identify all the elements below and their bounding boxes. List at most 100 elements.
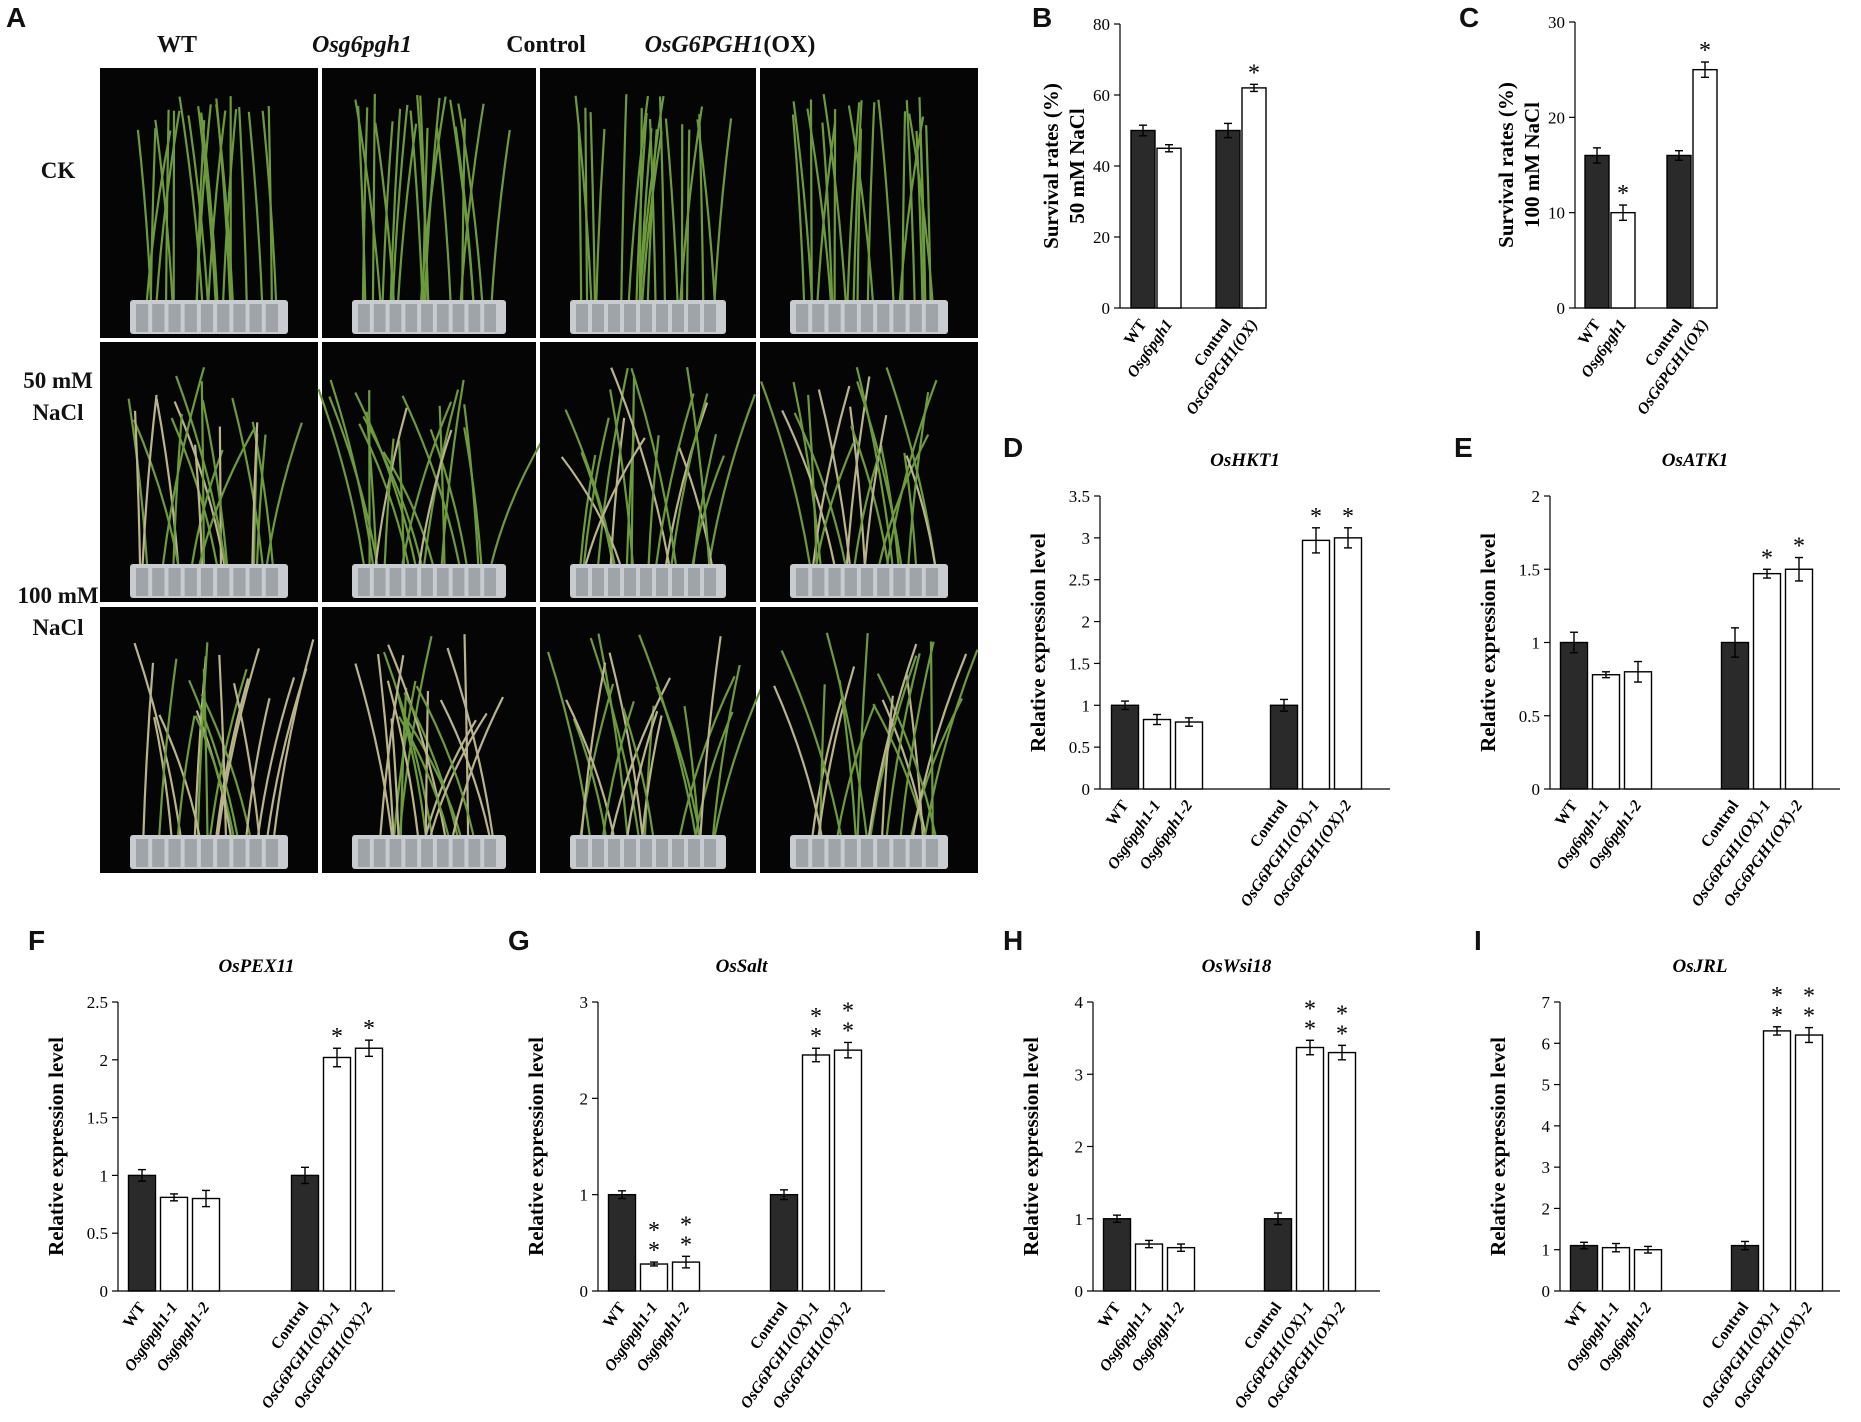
seedling-leaf: [685, 129, 691, 301]
seedling-leaf: [877, 99, 895, 301]
seedling-leaf: [925, 125, 932, 301]
y-tick-label: 0: [1082, 780, 1091, 799]
tray-cell: [640, 568, 652, 596]
column-header-osg6pgh1: Osg6pgh1: [252, 32, 472, 59]
significance-mark: *: [842, 1018, 854, 1044]
chart-title: OsPEX11: [218, 956, 294, 977]
significance-mark: *: [1761, 545, 1773, 571]
row-header-line1: 50 mM: [23, 368, 93, 393]
seedling-leaf: [597, 367, 629, 565]
tray-cell: [136, 568, 149, 596]
seedling-leaf: [658, 96, 666, 301]
bar: [191, 1197, 221, 1292]
seedling-photo: [540, 607, 771, 873]
seedling-leaf: [389, 108, 402, 301]
tray-cell: [468, 304, 481, 332]
y-tick-label: 1: [1542, 1241, 1551, 1260]
tray-cell: [624, 568, 636, 596]
tray-cell: [217, 568, 230, 596]
significance-mark: *: [331, 1024, 343, 1050]
seedling-photo: [317, 342, 545, 602]
tray-cell: [233, 568, 246, 596]
seedling-leaf: [255, 434, 267, 565]
seedling-leaf: [161, 366, 206, 565]
seedling-leaf: [365, 411, 378, 565]
seedling-leaf: [679, 675, 736, 836]
category-label: WT: [120, 1299, 149, 1331]
panel-label-e: E: [1454, 432, 1473, 463]
tray-cell: [704, 304, 716, 332]
category-label: WT: [1095, 1299, 1124, 1331]
seedling-leaf: [699, 636, 722, 836]
significance-mark: *: [1771, 1003, 1783, 1029]
tray-cell: [136, 839, 149, 867]
tray-cell: [828, 568, 841, 596]
significance-mark: *: [648, 1238, 660, 1264]
seedling-leaf: [217, 648, 260, 836]
seedling-leaf: [639, 128, 653, 301]
tray-cell: [168, 839, 181, 867]
y-tick-label: 0.5: [1519, 707, 1540, 726]
seedling-leaf: [403, 692, 459, 836]
bar: [1752, 572, 1782, 790]
seedling-leaf: [142, 662, 155, 836]
bar: [1794, 1034, 1824, 1292]
seedling-photo: [540, 68, 756, 338]
seedling-leaf: [158, 658, 178, 836]
tray-cell: [640, 304, 652, 332]
bar: [1623, 671, 1653, 790]
tray-cell: [688, 839, 700, 867]
tray-cell: [233, 304, 246, 332]
tray-cell: [468, 839, 481, 867]
tray-cell: [468, 568, 481, 596]
significance-mark: *: [363, 1016, 375, 1042]
seedling-leaf: [196, 642, 209, 836]
seedling-leaf: [317, 388, 365, 565]
seedling-leaf: [589, 112, 596, 301]
seedling-leaf: [815, 442, 855, 565]
seedling-leaf: [215, 678, 250, 836]
significance-mark: *: [810, 1024, 822, 1050]
tray-cell: [152, 304, 165, 332]
seedling-photo: [322, 68, 536, 338]
tray-cell: [844, 568, 857, 596]
seedling-leaf: [620, 94, 628, 301]
seedling-leaf: [457, 103, 484, 301]
tray-cell: [484, 839, 496, 867]
bar: [1295, 1046, 1325, 1292]
seedling-leaf: [626, 710, 659, 836]
panel-label-d: D: [1003, 432, 1024, 463]
significance-mark: *: [1336, 1001, 1348, 1027]
bar: [1110, 704, 1140, 790]
significance-mark: *: [842, 998, 854, 1024]
seedling-leaf: [354, 663, 394, 836]
row-header-line1: CK: [40, 158, 76, 183]
seedling-leaf: [452, 696, 504, 836]
seedling-leaf: [866, 102, 876, 301]
seedling-leaf: [175, 375, 227, 565]
y-tick-label: 40: [1093, 157, 1110, 176]
seedling-leaf: [415, 685, 475, 836]
seedling-leaf: [816, 121, 837, 301]
significance-mark: *: [1304, 996, 1316, 1022]
tray-cell: [925, 839, 938, 867]
chart-title: OsATK1: [1662, 450, 1729, 471]
bar: [1134, 1243, 1164, 1292]
row-header-line2: NaCl: [32, 615, 84, 640]
y-tick-label: 4: [1075, 993, 1084, 1012]
seedling-leaf: [638, 634, 697, 836]
bar: [1102, 1218, 1132, 1292]
y-tick-label: 1.5: [87, 1109, 108, 1128]
tray-cell: [893, 304, 906, 332]
seedling-leaf: [361, 107, 369, 301]
seedling-leaf: [136, 129, 153, 301]
seedling-leaf: [597, 633, 629, 836]
panel-label-b: B: [1032, 2, 1053, 33]
seedling-leaf: [435, 127, 452, 301]
significance-mark: *: [1617, 181, 1629, 207]
significance-mark: *: [680, 1212, 692, 1238]
chart-f: 0 0.5 1 1.5 2 2.5 Relative expression level OsP…: [44, 956, 395, 1412]
chart-title: OsSalt: [716, 956, 768, 977]
